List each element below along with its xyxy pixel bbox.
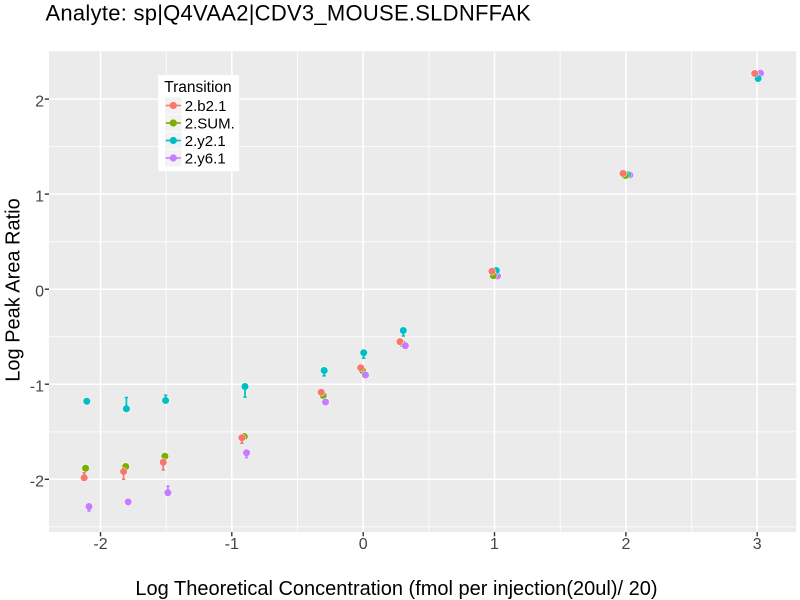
svg-text:0: 0: [359, 536, 368, 553]
svg-text:-2: -2: [93, 536, 107, 553]
svg-text:2: 2: [621, 536, 630, 553]
svg-text:1: 1: [35, 189, 44, 206]
svg-text:2.b2.1: 2.b2.1: [185, 98, 227, 115]
svg-text:2.y2.1: 2.y2.1: [185, 133, 226, 150]
svg-text:1: 1: [490, 536, 499, 553]
svg-text:Log Theoretical Concentration: Log Theoretical Concentration (fmol per …: [135, 578, 657, 600]
svg-text:Log Peak Area Ratio: Log Peak Area Ratio: [3, 198, 25, 381]
svg-text:2.y6.1: 2.y6.1: [185, 150, 226, 167]
svg-text:0: 0: [35, 284, 44, 301]
svg-text:-2: -2: [30, 474, 44, 491]
svg-text:3: 3: [753, 536, 762, 553]
svg-text:-1: -1: [30, 379, 44, 396]
svg-text:Transition: Transition: [164, 79, 231, 96]
svg-text:-1: -1: [225, 536, 239, 553]
svg-text:Analyte: sp|Q4VAA2|CDV3_MOUSE.: Analyte: sp|Q4VAA2|CDV3_MOUSE.SLDNFFAK: [46, 1, 532, 26]
svg-text:2: 2: [35, 94, 44, 111]
svg-text:2.SUM.: 2.SUM.: [185, 115, 235, 132]
